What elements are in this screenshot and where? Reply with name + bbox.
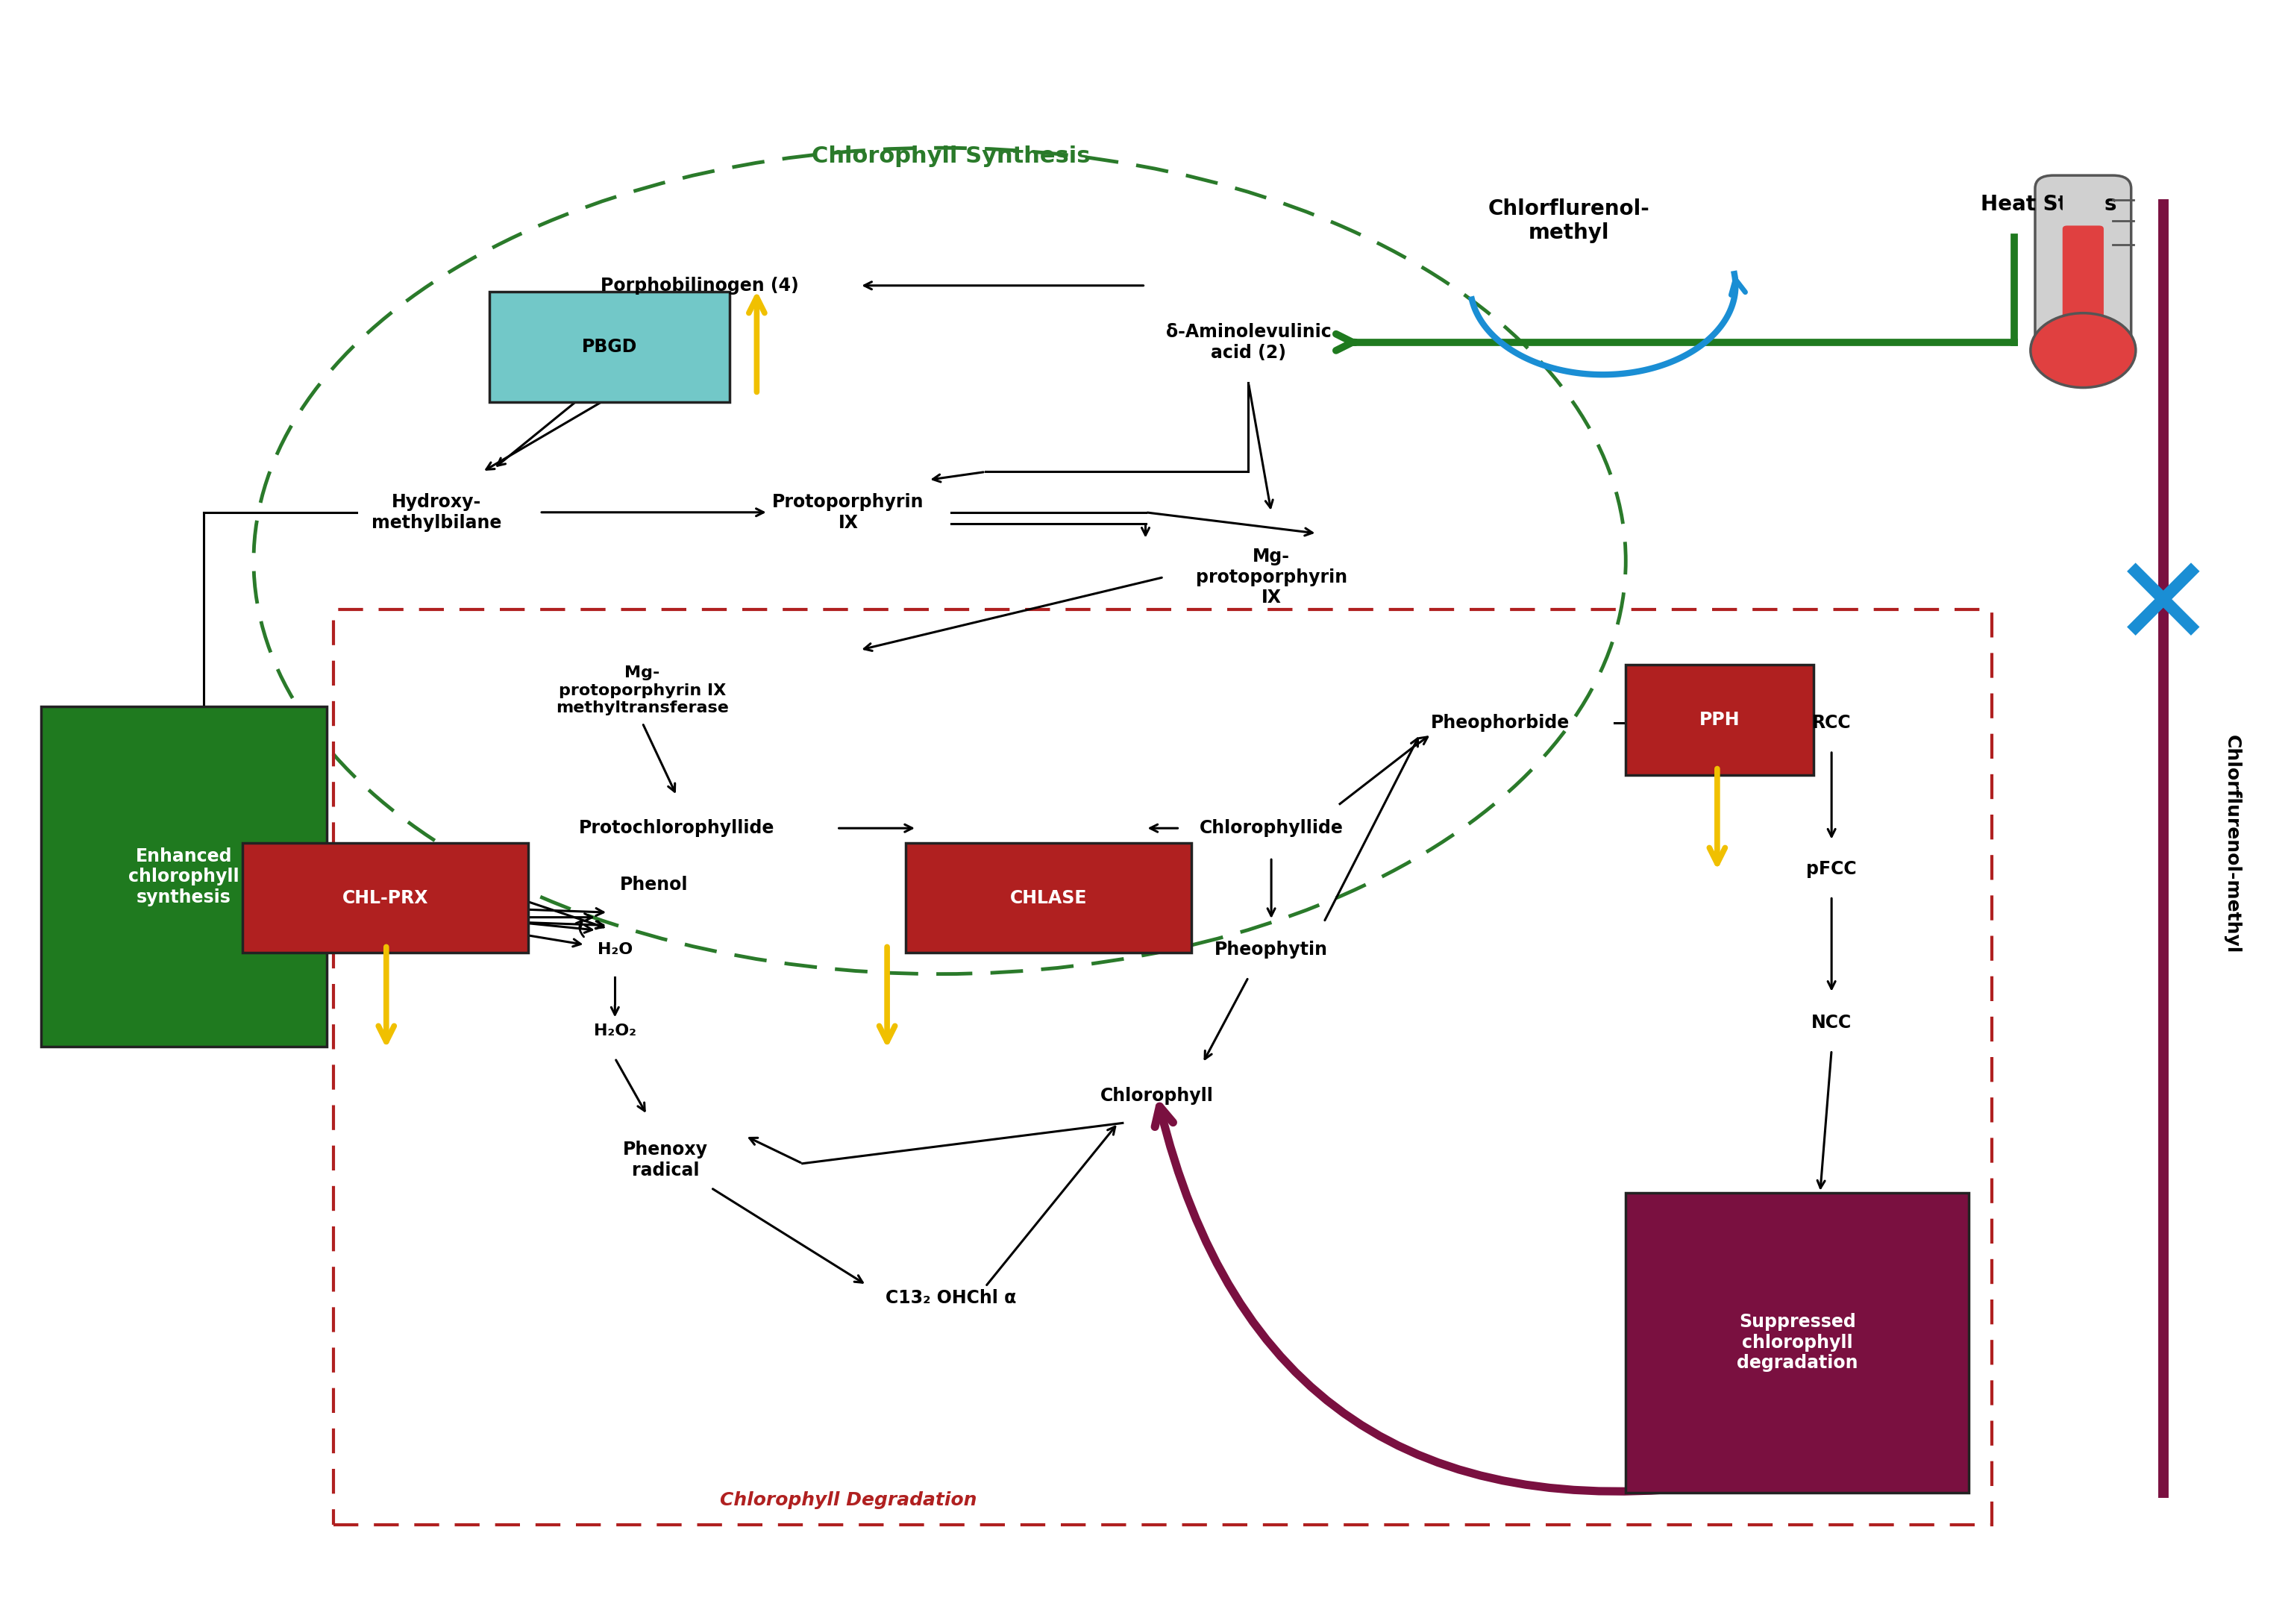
Text: Phenoxy
radical: Phenoxy radical bbox=[623, 1142, 708, 1179]
Text: C13₂ OHChl α: C13₂ OHChl α bbox=[887, 1289, 1017, 1307]
Text: Chlorophyll: Chlorophyll bbox=[1100, 1086, 1214, 1104]
FancyBboxPatch shape bbox=[1627, 664, 1812, 775]
Text: Mg-
protoporphyrin IX
methyltransferase: Mg- protoporphyrin IX methyltransferase bbox=[557, 666, 729, 715]
Text: Chlorflurenol-
methyl: Chlorflurenol- methyl bbox=[1487, 198, 1650, 244]
FancyBboxPatch shape bbox=[41, 706, 328, 1047]
Text: Heat Stress: Heat Stress bbox=[1982, 195, 2117, 214]
FancyBboxPatch shape bbox=[243, 843, 527, 953]
Bar bbox=[334, 609, 1991, 1525]
Circle shape bbox=[2030, 313, 2135, 388]
Text: Porphobilinogen (4): Porphobilinogen (4) bbox=[600, 276, 800, 294]
FancyBboxPatch shape bbox=[2034, 175, 2131, 364]
Text: PPH: PPH bbox=[1700, 711, 1739, 729]
Text: NCC: NCC bbox=[1812, 1013, 1851, 1031]
Text: Phenol: Phenol bbox=[619, 875, 687, 893]
Text: Enhanced
chlorophyll
synthesis: Enhanced chlorophyll synthesis bbox=[128, 848, 238, 906]
FancyBboxPatch shape bbox=[490, 292, 729, 403]
Text: PBGD: PBGD bbox=[582, 338, 637, 356]
Text: Chlorophyll Degradation: Chlorophyll Degradation bbox=[719, 1491, 976, 1509]
Text: CHLASE: CHLASE bbox=[1010, 888, 1086, 906]
Text: H₂O₂: H₂O₂ bbox=[593, 1023, 637, 1038]
Text: Protoporphyrin
IX: Protoporphyrin IX bbox=[772, 494, 923, 531]
FancyBboxPatch shape bbox=[2062, 187, 2103, 213]
Text: Pheophorbide: Pheophorbide bbox=[1430, 715, 1569, 732]
Text: Mg-
protoporphyrin
IX: Mg- protoporphyrin IX bbox=[1196, 547, 1347, 607]
Text: H₂O: H₂O bbox=[598, 942, 632, 957]
FancyBboxPatch shape bbox=[905, 843, 1191, 953]
Text: CHL-PRX: CHL-PRX bbox=[341, 888, 428, 906]
Text: pFCC: pFCC bbox=[1805, 859, 1856, 877]
Text: Chlorophyllide: Chlorophyllide bbox=[1198, 818, 1343, 836]
FancyBboxPatch shape bbox=[2062, 226, 2103, 354]
FancyBboxPatch shape bbox=[1627, 1192, 1968, 1492]
Text: RCC: RCC bbox=[1812, 715, 1851, 732]
Text: Protochlorophyllide: Protochlorophyllide bbox=[580, 818, 774, 836]
Text: Chlorophyll Synthesis: Chlorophyll Synthesis bbox=[811, 145, 1091, 167]
Text: Suppressed
chlorophyll
degradation: Suppressed chlorophyll degradation bbox=[1737, 1312, 1858, 1372]
Text: ✕: ✕ bbox=[2110, 549, 2215, 671]
Text: δ-Aminolevulinic
acid (2): δ-Aminolevulinic acid (2) bbox=[1166, 323, 1331, 362]
Text: Pheophytin: Pheophytin bbox=[1214, 940, 1329, 958]
Text: Hydroxy-
methylbilane: Hydroxy- methylbilane bbox=[371, 494, 502, 531]
Text: Chlorflurenol-methyl: Chlorflurenol-methyl bbox=[2222, 736, 2241, 953]
